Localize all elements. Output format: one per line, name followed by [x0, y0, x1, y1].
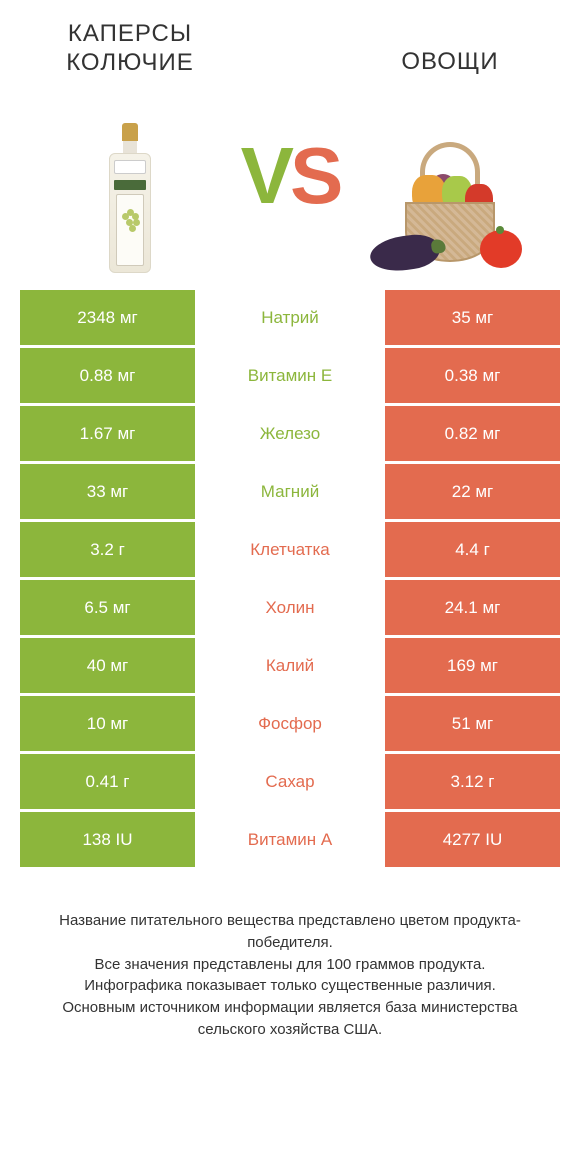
right-value: 4.4 г: [385, 522, 560, 577]
right-value: 0.82 мг: [385, 406, 560, 461]
footer-line: Все значения представлены для 100 граммо…: [30, 954, 550, 976]
nutrient-name: Магний: [195, 464, 385, 519]
comparison-table: 2348 мгНатрий35 мг0.88 мгВитамин E0.38 м…: [0, 290, 580, 867]
right-value: 35 мг: [385, 290, 560, 345]
table-row: 40 мгКалий169 мг: [20, 638, 560, 693]
right-value: 4277 IU: [385, 812, 560, 867]
nutrient-name: Клетчатка: [195, 522, 385, 577]
right-value: 24.1 мг: [385, 580, 560, 635]
nutrient-name: Калий: [195, 638, 385, 693]
left-value: 40 мг: [20, 638, 195, 693]
vs-s: S: [290, 131, 339, 220]
left-value: 2348 мг: [20, 290, 195, 345]
table-row: 2348 мгНатрий35 мг: [20, 290, 560, 345]
nutrient-name: Витамин A: [195, 812, 385, 867]
nutrient-name: Витамин E: [195, 348, 385, 403]
right-value: 169 мг: [385, 638, 560, 693]
table-row: 1.67 мгЖелезо0.82 мг: [20, 406, 560, 461]
table-row: 10 мгФосфор51 мг: [20, 696, 560, 751]
left-value: 10 мг: [20, 696, 195, 751]
nutrient-name: Фосфор: [195, 696, 385, 751]
left-value: 6.5 мг: [20, 580, 195, 635]
bottle-icon: [109, 123, 151, 273]
nutrient-name: Сахар: [195, 754, 385, 809]
left-value: 0.41 г: [20, 754, 195, 809]
left-product-header: КАПЕРСЫ КОЛЮЧИЕ: [30, 20, 230, 273]
right-product-title: ОВОЩИ: [350, 48, 550, 77]
right-product-header: ОВОЩИ: [350, 20, 550, 272]
table-row: 138 IUВитамин A4277 IU: [20, 812, 560, 867]
table-row: 33 мгМагний22 мг: [20, 464, 560, 519]
table-row: 0.88 мгВитамин E0.38 мг: [20, 348, 560, 403]
right-value: 0.38 мг: [385, 348, 560, 403]
footer-notes: Название питательного вещества представл…: [0, 870, 580, 1041]
right-product-image: [350, 92, 550, 272]
footer-line: Основным источником информации является …: [30, 997, 550, 1041]
vegetable-basket-icon: [370, 112, 530, 272]
header: КАПЕРСЫ КОЛЮЧИЕ VS ОВОЩИ: [0, 0, 580, 290]
left-value: 1.67 мг: [20, 406, 195, 461]
vs-label: VS: [241, 130, 340, 222]
table-row: 3.2 гКлетчатка4.4 г: [20, 522, 560, 577]
right-value: 3.12 г: [385, 754, 560, 809]
table-row: 6.5 мгХолин24.1 мг: [20, 580, 560, 635]
vs-v: V: [241, 131, 290, 220]
left-value: 3.2 г: [20, 522, 195, 577]
left-value: 138 IU: [20, 812, 195, 867]
nutrient-name: Железо: [195, 406, 385, 461]
nutrient-name: Холин: [195, 580, 385, 635]
right-value: 51 мг: [385, 696, 560, 751]
left-value: 33 мг: [20, 464, 195, 519]
right-value: 22 мг: [385, 464, 560, 519]
left-product-image: [30, 93, 230, 273]
table-row: 0.41 гСахар3.12 г: [20, 754, 560, 809]
footer-line: Название питательного вещества представл…: [30, 910, 550, 954]
left-product-title: КАПЕРСЫ КОЛЮЧИЕ: [30, 20, 230, 78]
nutrient-name: Натрий: [195, 290, 385, 345]
footer-line: Инфографика показывает только существенн…: [30, 975, 550, 997]
left-value: 0.88 мг: [20, 348, 195, 403]
